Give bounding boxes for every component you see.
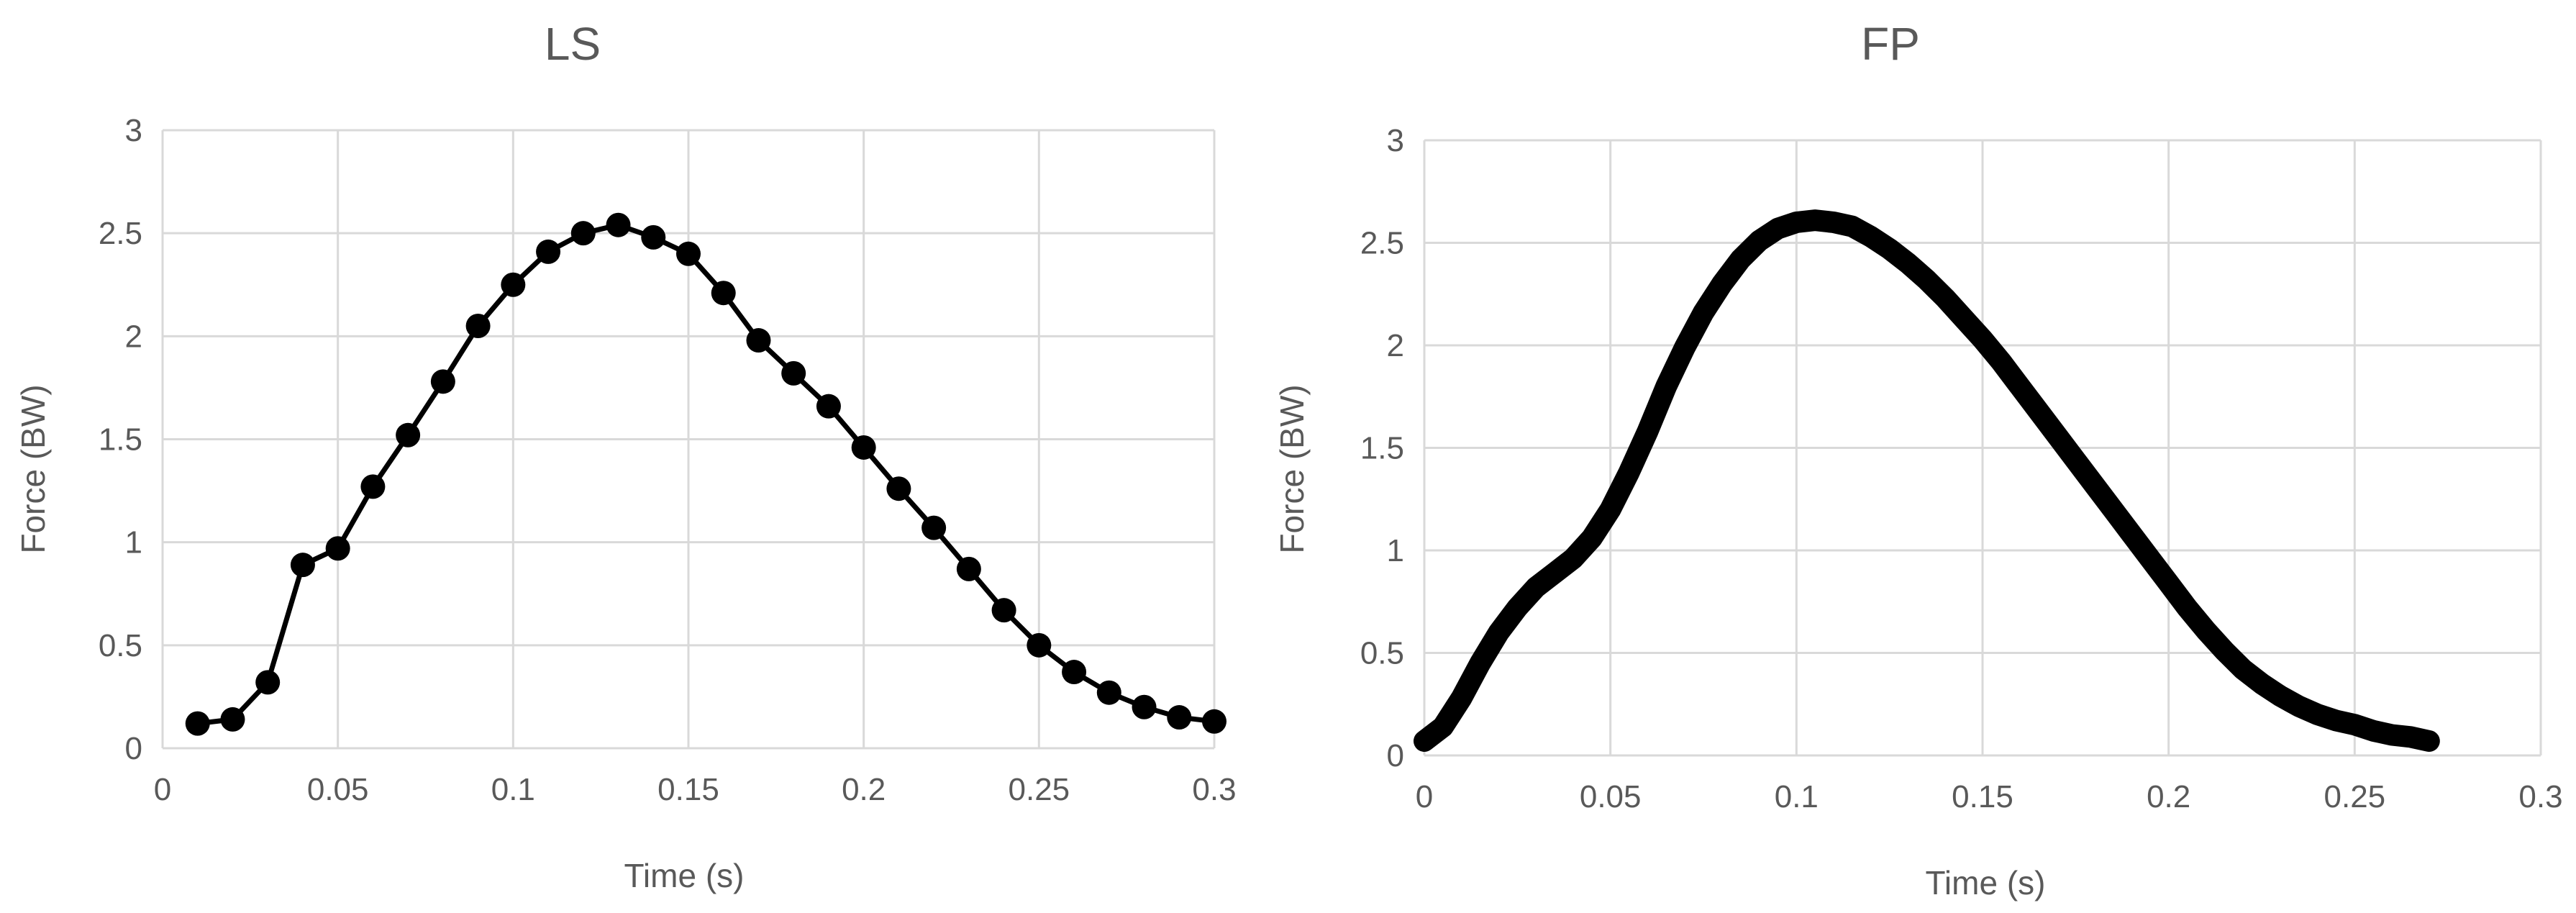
ls-data-point xyxy=(255,670,281,695)
fp-y-tick-label: 1 xyxy=(1387,533,1404,568)
ls-x-tick-label: 0.25 xyxy=(1009,772,1070,807)
ls-data-point xyxy=(851,435,876,460)
fp-x-tick-label: 0.2 xyxy=(2147,779,2190,814)
chart-fp-x-axis-label: Time (s) xyxy=(1926,864,2046,901)
ls-x-tick-label: 0.3 xyxy=(1192,772,1236,807)
ls-x-tick-label: 0.2 xyxy=(842,772,886,807)
fp-y-tick-label: 0.5 xyxy=(1360,636,1404,671)
chart-ls-x-ticks: 0 0.05 0.1 0.15 0.2 0.25 0.3 xyxy=(154,772,1237,807)
chart-ls: LS 00.511.522.53 0 0.05 0.1 0.15 0.2 0.25 0.3 … xyxy=(14,18,1237,894)
ls-y-tick-label: 0.5 xyxy=(99,628,142,663)
ls-y-tick-label: 1 xyxy=(125,525,142,560)
ls-data-point xyxy=(816,394,841,419)
chart-ls-data-points xyxy=(185,212,1226,736)
ls-y-tick-label: 2.5 xyxy=(99,216,142,251)
ls-data-point xyxy=(781,360,806,386)
ls-data-point xyxy=(185,711,210,736)
chart-ls-title: LS xyxy=(545,18,601,70)
fp-x-tick-label: 0 xyxy=(1416,779,1433,814)
ls-x-tick-label: 0 xyxy=(154,772,171,807)
ls-data-point xyxy=(325,536,350,561)
ls-data-point xyxy=(1096,680,1121,705)
ls-data-point xyxy=(956,556,981,581)
fp-y-tick-label: 2.5 xyxy=(1360,226,1404,261)
ls-data-point xyxy=(220,707,245,732)
fp-y-tick-label: 1.5 xyxy=(1360,431,1404,466)
ls-x-tick-label: 0.15 xyxy=(657,772,719,807)
chart-ls-x-axis-label: Time (s) xyxy=(624,857,745,894)
fp-y-tick-label: 0 xyxy=(1387,738,1404,773)
chart-fp-title: FP xyxy=(1861,18,1920,70)
ls-y-tick-label: 0 xyxy=(125,731,142,766)
ls-y-tick-label: 2 xyxy=(125,319,142,354)
ls-y-tick-label: 1.5 xyxy=(99,422,142,458)
ls-data-point xyxy=(570,221,596,246)
fp-y-tick-label: 3 xyxy=(1387,123,1404,158)
ls-data-point xyxy=(711,281,736,306)
fp-x-tick-label: 0.05 xyxy=(1580,779,1642,814)
ls-data-point xyxy=(536,239,561,264)
ls-data-point xyxy=(676,241,701,266)
fp-x-tick-label: 0.15 xyxy=(1952,779,2013,814)
chart-fp-series-line xyxy=(1414,209,2440,752)
chart-fp-x-ticks: 0 0.05 0.1 0.15 0.2 0.25 0.3 xyxy=(1416,779,2563,814)
fp-x-tick-label: 0.3 xyxy=(2518,779,2562,814)
chart-fp-gridlines xyxy=(1423,139,2542,757)
ls-data-point xyxy=(991,598,1016,623)
fp-x-tick-label: 0.1 xyxy=(1775,779,1819,814)
ls-data-point xyxy=(501,272,526,297)
ls-x-tick-label: 0.05 xyxy=(307,772,369,807)
ls-data-point xyxy=(606,212,631,237)
ls-data-point xyxy=(641,224,666,250)
ls-data-point xyxy=(886,476,911,501)
ls-data-point xyxy=(1167,705,1192,730)
ls-data-point xyxy=(360,474,386,499)
ls-data-point xyxy=(1202,709,1226,734)
ls-data-point xyxy=(290,553,315,578)
ls-data-point xyxy=(430,369,455,394)
chart-fp: FP 00.511.522.53 0 0.05 0.1 0.15 0.2 0.25 0.3 … xyxy=(1273,18,2563,901)
ls-data-point xyxy=(465,314,491,339)
ls-data-point xyxy=(1062,660,1087,685)
ls-data-point xyxy=(921,515,947,540)
fp-y-tick-label: 2 xyxy=(1387,328,1404,363)
ls-data-point xyxy=(1027,632,1052,658)
chart-ls-y-ticks: 0 0.5 1 1.5 2 2.5 3 xyxy=(99,113,142,766)
ls-data-point xyxy=(1132,694,1157,719)
ls-data-point xyxy=(746,328,771,353)
chart-fp-y-axis-label: Force (BW) xyxy=(1273,384,1311,553)
chart-ls-series-line xyxy=(197,222,1215,727)
ls-x-tick-label: 0.1 xyxy=(491,772,535,807)
chart-ls-y-axis-label: Force (BW) xyxy=(14,384,52,553)
ls-data-point xyxy=(396,422,421,448)
ls-y-tick-label: 3 xyxy=(125,113,142,148)
chart-fp-y-ticks: 0 0.5 1 1.5 2 2.5 3 xyxy=(1360,123,1404,773)
fp-x-tick-label: 0.25 xyxy=(2324,779,2386,814)
